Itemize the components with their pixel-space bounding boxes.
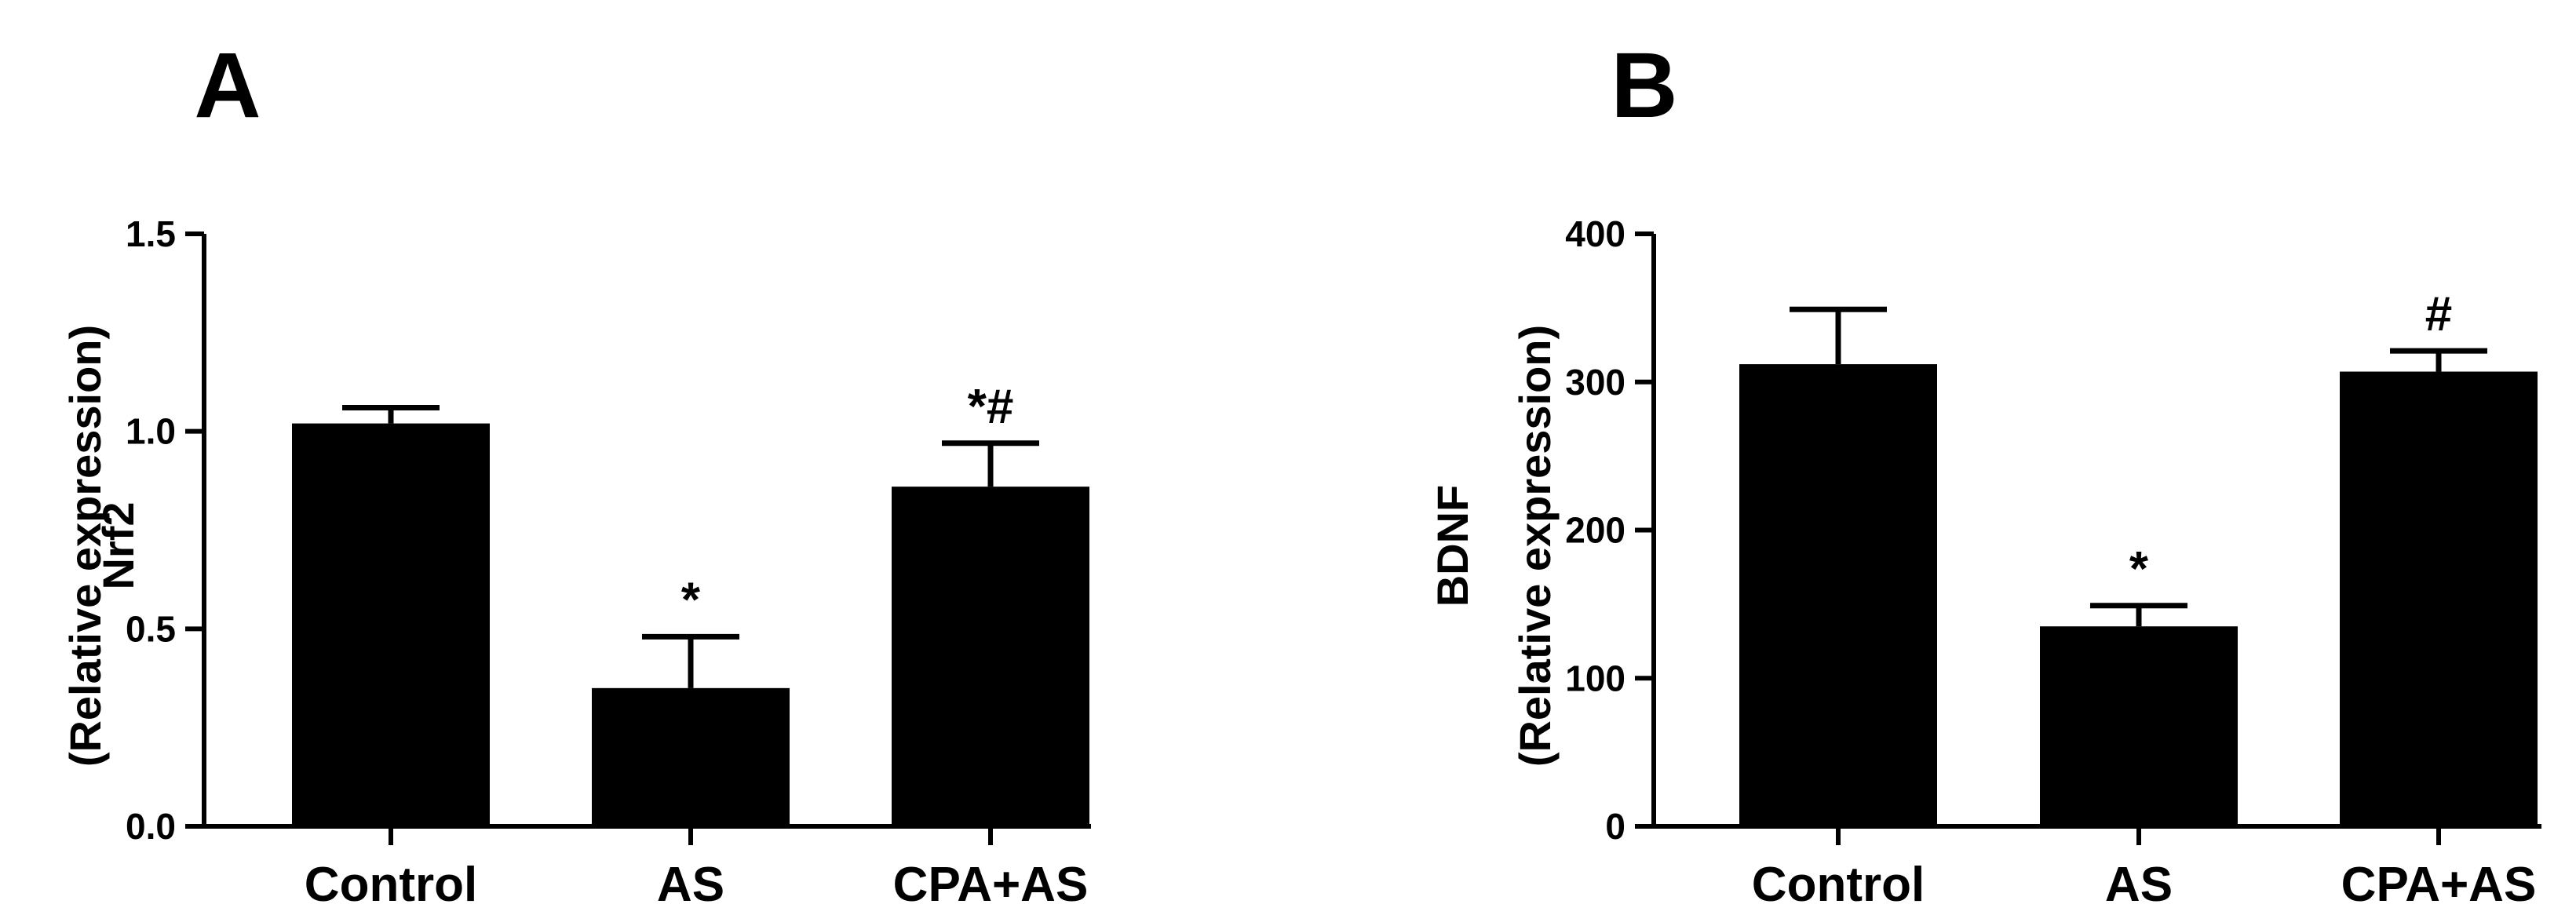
panel-b-y-tick-label: 100 <box>1565 658 1626 698</box>
panel-b-y-axis-subtitle: (Relative expression) <box>1510 325 1560 767</box>
panel-b-letter: B <box>1611 34 1677 137</box>
panel-a-bar <box>892 487 1089 826</box>
panel-b-y-tick-label: 200 <box>1565 510 1626 551</box>
panel-a-x-tick-label: Control <box>305 858 477 912</box>
panel-b-x-tick-label: CPA+AS <box>2341 858 2537 912</box>
panel-a-x-tick-label: CPA+AS <box>893 858 1089 912</box>
panel-b-significance-mark: * <box>2129 542 2149 596</box>
panel-b-y-axis-title: BDNF <box>1428 485 1477 607</box>
panel-b-y-tick-label: 300 <box>1565 362 1626 403</box>
panel-b-y-tick-label: 400 <box>1565 213 1626 254</box>
panel-b-significance-mark: # <box>2425 287 2452 341</box>
panel-b-bar <box>2340 371 2538 827</box>
panel-a-bar <box>292 423 490 826</box>
panel-a-y-axis-title: Nrf2 <box>93 501 143 589</box>
panel-a-y-tick-label: 1.5 <box>126 213 176 254</box>
panel-b-x-tick-label: Control <box>1752 858 1925 912</box>
panel-a-x-tick-label: AS <box>657 858 724 912</box>
panel-b-bar <box>2040 626 2238 826</box>
panel-a-chart: A Control * AS *# CPA+AS 0.0 0.5 1.0 1.5 Nrf2(Rela… <box>60 34 1091 912</box>
panel-b-y-tick-label: 0 <box>1605 806 1626 847</box>
panel-a-bar <box>592 687 790 826</box>
panel-b-chart: B Control * AS # CPA+AS 0 100 200 300 400 BDNF (Rela… <box>1428 34 2541 912</box>
panel-a-letter: A <box>194 34 261 137</box>
panel-a-y-axis-subtitle: (Relative expression) <box>60 325 110 767</box>
panel-b-x-tick-label: AS <box>2105 858 2173 912</box>
panel-a-y-tick-label: 0.5 <box>126 608 176 649</box>
panel-a-y-tick-label: 1.0 <box>126 411 176 452</box>
panel-a-significance-mark: * <box>681 573 701 627</box>
panel-a-y-tick-label: 0.0 <box>126 806 176 847</box>
panel-a-significance-mark: *# <box>968 380 1014 434</box>
panel-b-bar <box>1739 364 1937 827</box>
